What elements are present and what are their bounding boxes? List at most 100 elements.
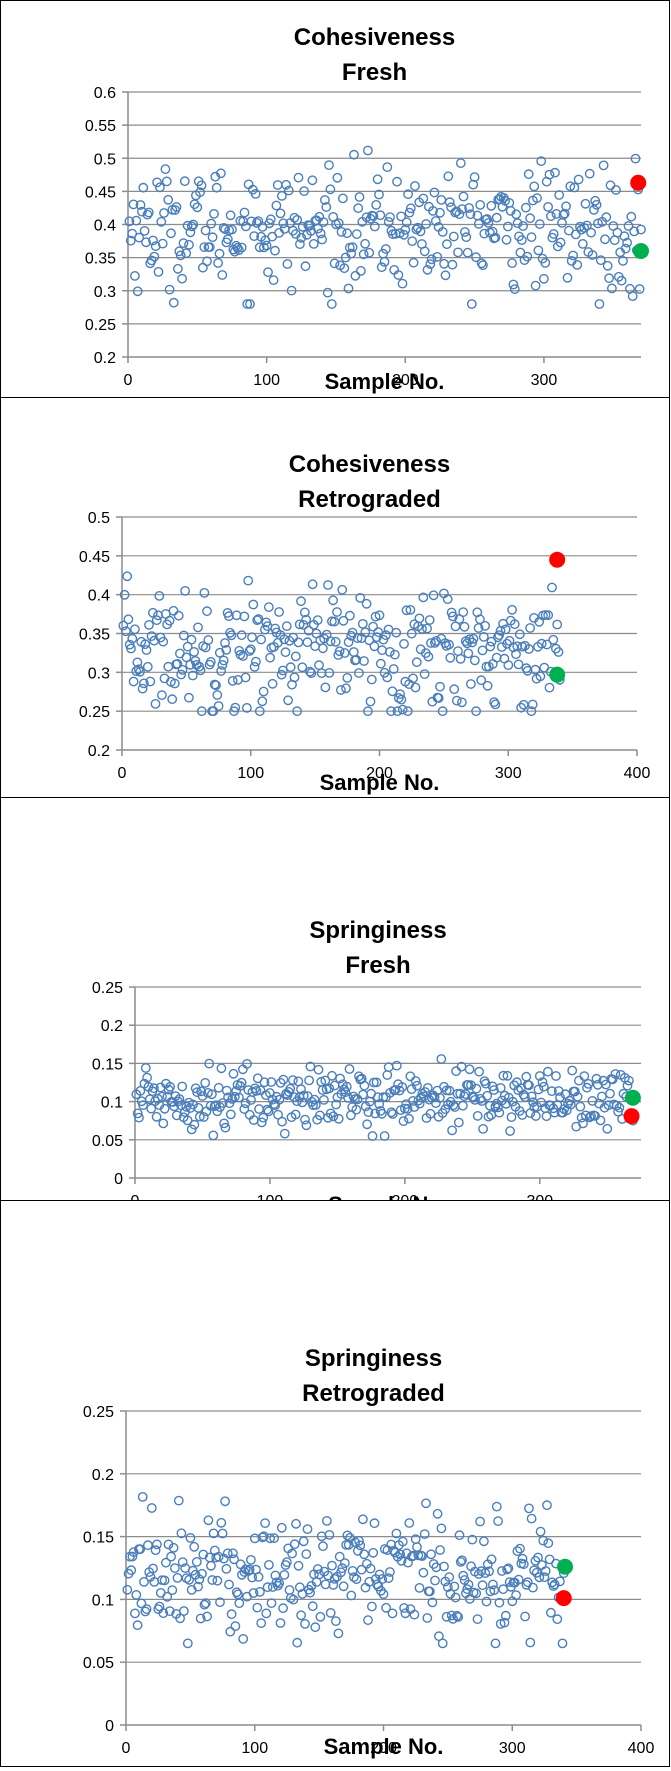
data-point <box>365 1563 376 1574</box>
data-point <box>196 706 207 717</box>
data-point <box>521 202 531 213</box>
data-point <box>494 1107 505 1118</box>
data-point <box>312 615 323 626</box>
data-point <box>224 1579 234 1590</box>
y-tick-label: 0.15 <box>83 1530 114 1547</box>
data-point <box>292 1637 303 1648</box>
data-point <box>321 1515 332 1526</box>
data-point <box>216 666 227 676</box>
data-point <box>262 1104 273 1115</box>
data-point <box>126 643 136 654</box>
data-point <box>312 223 323 234</box>
data-point <box>431 635 441 646</box>
data-point <box>274 607 284 617</box>
data-point <box>455 653 466 664</box>
data-point <box>586 227 596 238</box>
data-point <box>354 1535 364 1546</box>
y-tick-label: 0.05 <box>92 1133 123 1150</box>
data-point <box>350 270 361 281</box>
data-point <box>440 270 451 281</box>
chart-panel-cohesiveness-retrograded: Cohesiveness Retrograded 0.2 0.25 0.3 0.35 0.4… <box>0 397 670 798</box>
chart-title-line: Fresh <box>345 952 410 979</box>
data-point <box>494 1597 505 1608</box>
data-point <box>369 641 380 652</box>
data-point <box>294 239 305 250</box>
data-point <box>266 1598 277 1608</box>
data-point <box>315 1611 326 1622</box>
data-point <box>403 189 413 200</box>
data-point <box>422 1082 433 1093</box>
data-point <box>193 622 203 633</box>
data-point <box>271 1091 282 1102</box>
data-point <box>357 1514 368 1525</box>
data-point <box>205 1100 216 1111</box>
data-point <box>278 1074 289 1085</box>
data-point <box>315 228 326 239</box>
data-point <box>220 224 231 235</box>
data-point <box>463 1579 474 1590</box>
y-tick-label: 0.5 <box>94 151 116 168</box>
data-point <box>184 239 194 250</box>
data-point <box>436 194 447 205</box>
data-point <box>304 1075 314 1086</box>
data-point <box>306 225 316 236</box>
data-point <box>177 1081 188 1092</box>
data-point <box>447 611 458 622</box>
data-point <box>424 1586 435 1597</box>
y-tick-label: 0.55 <box>85 118 116 135</box>
data-point <box>204 1058 215 1069</box>
data-point <box>433 693 444 703</box>
data-point <box>275 208 286 219</box>
data-point <box>324 1083 335 1094</box>
data-point <box>367 1131 378 1141</box>
data-point <box>278 218 289 229</box>
data-point <box>371 199 382 210</box>
data-point <box>418 1567 429 1578</box>
x-tick-label: 400 <box>628 1740 655 1757</box>
data-point <box>517 1553 528 1564</box>
data-point <box>326 299 337 309</box>
data-point <box>211 680 221 691</box>
y-tick-label: 0.2 <box>101 1018 123 1035</box>
data-point <box>505 1126 515 1136</box>
data-point <box>469 655 480 666</box>
data-point <box>209 208 219 219</box>
data-point <box>430 1575 440 1586</box>
data-point <box>203 1515 214 1526</box>
data-point <box>443 171 454 182</box>
data-point <box>332 607 342 617</box>
data-point <box>432 251 443 262</box>
data-point <box>245 1554 256 1565</box>
data-point <box>307 1601 318 1612</box>
data-point <box>344 1064 355 1074</box>
data-point <box>254 242 265 253</box>
data-point <box>432 1508 443 1519</box>
data-point <box>296 1084 306 1095</box>
data-point <box>397 704 408 715</box>
data-point <box>457 1555 467 1566</box>
data-point <box>297 1097 308 1108</box>
data-point <box>392 706 403 717</box>
data-point <box>131 215 142 226</box>
data-point <box>302 637 313 648</box>
data-point <box>595 255 606 266</box>
x-axis-label: Sample No. <box>320 770 440 795</box>
data-point <box>568 250 578 261</box>
data-point <box>230 702 241 713</box>
data-point <box>526 706 537 717</box>
data-point <box>164 615 175 626</box>
data-point <box>435 207 445 218</box>
data-point <box>371 1077 382 1088</box>
data-point <box>145 676 156 687</box>
data-point <box>458 191 469 202</box>
data-point <box>285 1593 296 1603</box>
data-point <box>362 145 373 156</box>
data-point <box>343 637 354 648</box>
data-point <box>318 1094 329 1105</box>
data-point <box>169 678 180 689</box>
data-point <box>558 209 569 220</box>
data-point <box>435 681 445 692</box>
data-point <box>328 1111 339 1122</box>
data-point <box>488 1085 499 1095</box>
highlight-point <box>557 1558 574 1575</box>
